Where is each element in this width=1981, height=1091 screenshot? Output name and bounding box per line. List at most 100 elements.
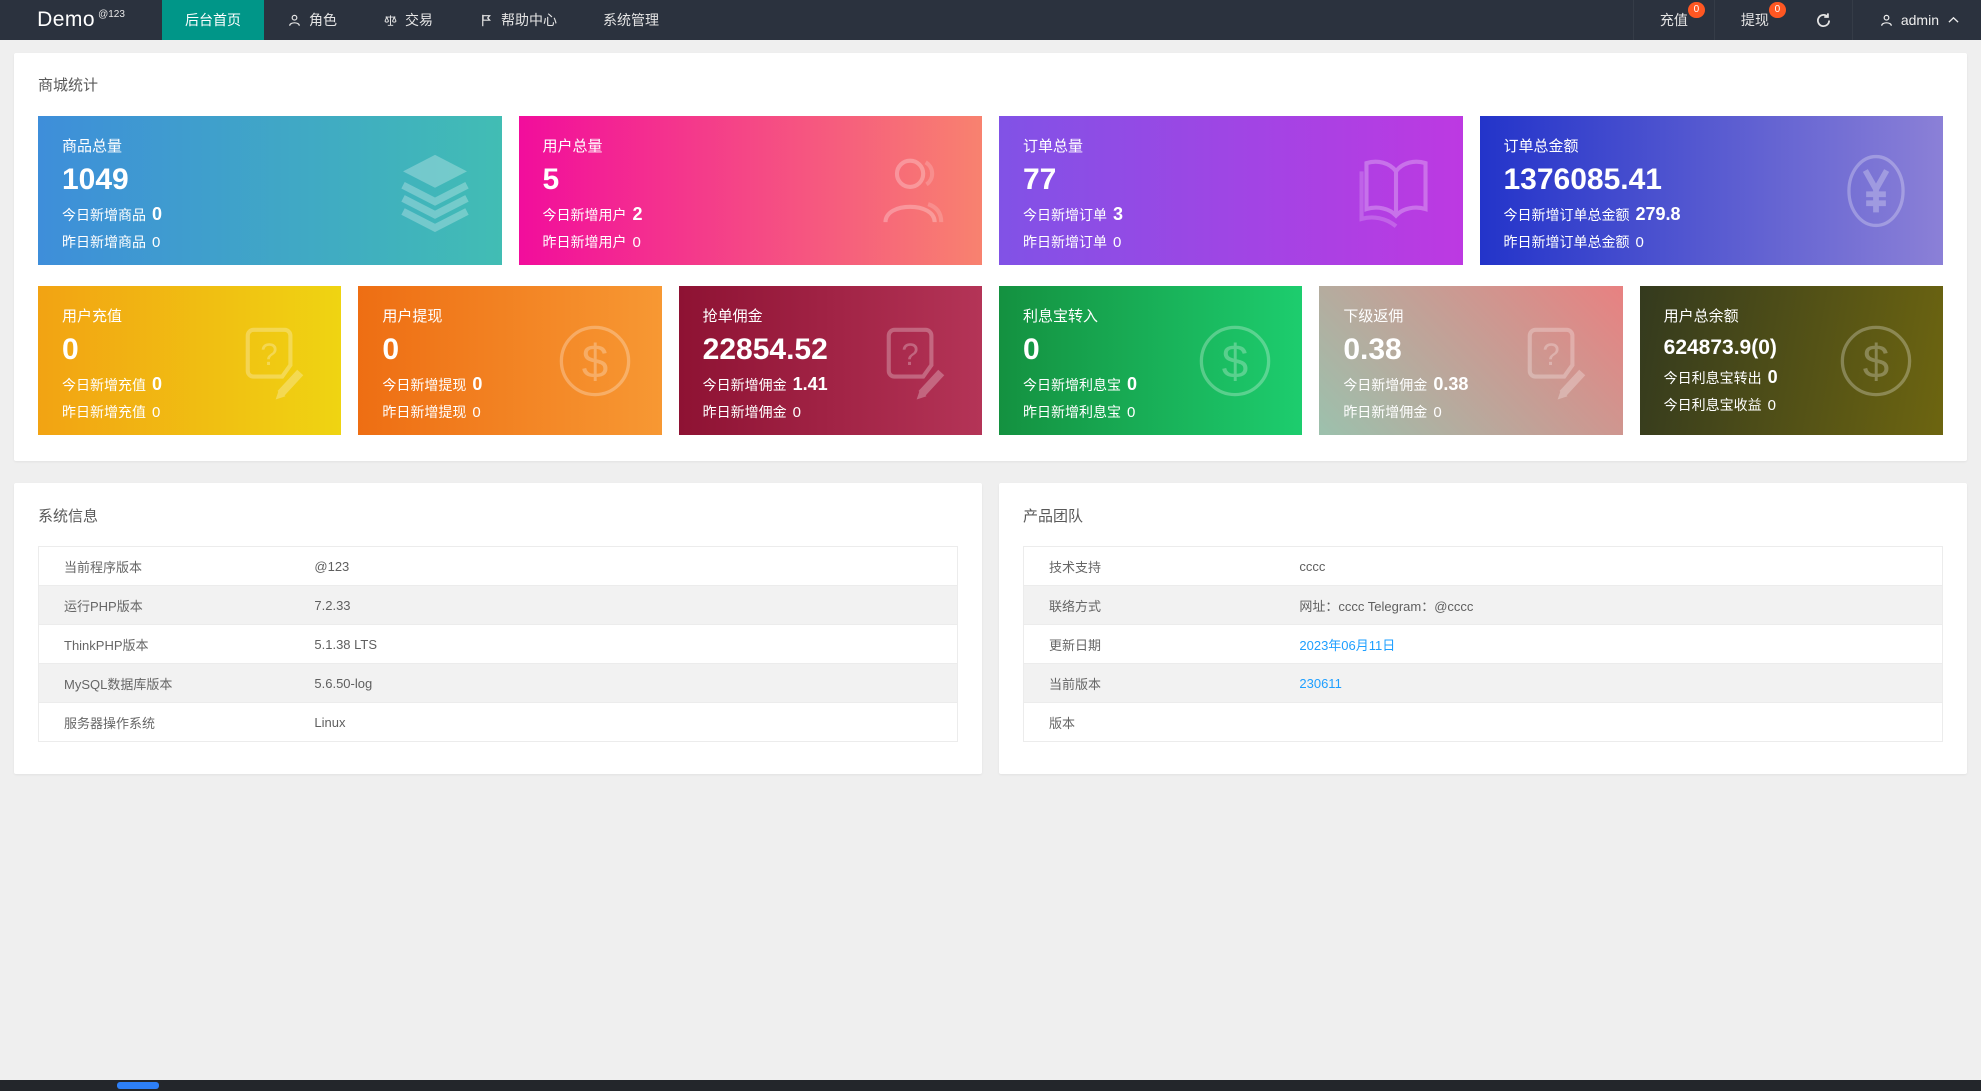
stat-card-today-line: 今日新增订单 3 <box>1023 204 1439 225</box>
stat-today-label: 今日新增订单 <box>1023 207 1107 223</box>
nav-action-label: 提现 <box>1740 12 1769 28</box>
app-logo[interactable]: Demo @123 <box>0 0 162 40</box>
table-row-value: 5.6.50-log <box>314 675 373 691</box>
stat-card-title: 商品总量 <box>62 138 123 155</box>
stat-today-label: 今日利息宝转出 <box>1663 370 1762 386</box>
dollar-icon: $ <box>1194 320 1276 402</box>
stat-card: 订单总量 77 今日新增订单 3 昨日新增订单 0 <box>999 116 1463 265</box>
table-row: 运行PHP版本 7.2.33 <box>39 586 957 625</box>
layers-icon <box>394 150 476 232</box>
stat-yesterday-value: 0 <box>1767 397 1776 414</box>
table-row-label: 联络方式 <box>1049 598 1102 614</box>
nav-menu-item[interactable]: 角色 <box>264 0 360 40</box>
refresh-icon <box>1815 12 1832 29</box>
stat-yesterday-label: 昨日新增佣金 <box>1343 404 1428 420</box>
chevron-up-icon <box>1948 16 1959 24</box>
table-row-label: MySQL数据库版本 <box>64 676 173 692</box>
stat-today-value: 0 <box>1767 367 1778 387</box>
stat-yesterday-label: 昨日新增订单 <box>1023 234 1107 250</box>
dollar-icon: $ <box>554 320 636 402</box>
stat-card: 用户提现 0 今日新增提现 0 昨日新增提现 0 $ <box>358 286 662 435</box>
scrollbar-thumb[interactable] <box>117 1082 159 1089</box>
table-row: 服务器操作系统 Linux <box>39 703 957 741</box>
table-row-link[interactable]: 2023年06月11日 <box>1299 637 1396 653</box>
stat-today-label: 今日新增充值 <box>62 377 146 393</box>
nav-menu-item[interactable]: 系统管理 <box>580 0 682 40</box>
table-row-value: 网址：cccc Telegram：@cccc <box>1299 598 1474 614</box>
user-icon <box>874 150 956 232</box>
nav-menu-item[interactable]: 后台首页 <box>162 0 264 40</box>
horizontal-scrollbar[interactable] <box>0 1080 1981 1091</box>
stat-card-title: 下级返佣 <box>1343 308 1404 325</box>
nav-item-label: 角色 <box>309 12 337 28</box>
stat-card-title: 用户总余额 <box>1663 308 1739 325</box>
stat-card-today-line: 今日新增用户 2 <box>543 204 959 225</box>
stat-yesterday-label: 昨日新增订单总金额 <box>1503 234 1630 250</box>
table-row-label: 更新日期 <box>1049 637 1102 653</box>
stat-card-title: 利息宝转入 <box>1022 308 1098 325</box>
nav-menu-item[interactable]: 交易 <box>360 0 456 40</box>
user-icon <box>1879 13 1894 28</box>
nav-item-label: 后台首页 <box>185 12 241 28</box>
table-row: 版本 <box>1024 703 1942 741</box>
stats-row-1: 商品总量 1049 今日新增商品 0 昨日新增商品 0 用户总量 5 今日新增用… <box>38 116 1943 265</box>
nav-action-button[interactable]: 充值 0 <box>1632 0 1714 40</box>
stat-card-title: 抢单佣金 <box>702 308 763 325</box>
nav-item-label: 帮助中心 <box>501 12 557 28</box>
svg-text:$: $ <box>1222 335 1248 388</box>
stat-card-value: 1049 <box>62 163 129 196</box>
yen-icon <box>1835 150 1917 232</box>
table-row-value: cccc <box>1299 558 1326 574</box>
stat-card-today-line: 今日新增利息宝 0 <box>1023 374 1278 395</box>
nav-actions: 充值 0 提现 0 <box>1632 0 1795 40</box>
table-row: 更新日期 2023年06月11日 <box>1024 625 1942 664</box>
stat-yesterday-value: 0 <box>472 404 481 421</box>
top-navbar: Demo @123 后台首页 角色 交易 帮助中心 系统管理 充值 0 提现 0… <box>0 0 1981 40</box>
stat-yesterday-label: 昨日新增充值 <box>62 404 146 420</box>
team-panel: 产品团队 技术支持 cccc 联络方式 网址：cccc Telegram：@cc… <box>999 483 1967 774</box>
stat-today-value: 0 <box>152 374 163 394</box>
stat-card: 抢单佣金 22854.52 今日新增佣金 1.41 昨日新增佣金 0 ? <box>678 286 982 435</box>
stat-today-value: 2 <box>632 204 643 224</box>
stat-yesterday-label: 昨日新增提现 <box>382 404 467 420</box>
flag-icon <box>479 13 494 28</box>
stat-today-value: 0 <box>472 374 483 394</box>
svg-text:?: ? <box>261 337 278 372</box>
stat-yesterday-value: 0 <box>152 234 161 251</box>
table-row-label: 当前版本 <box>1049 676 1102 692</box>
nav-item-label: 交易 <box>405 12 433 28</box>
nav-menu-item[interactable]: 帮助中心 <box>456 0 580 40</box>
stat-card: 下级返佣 0.38 今日新增佣金 0.38 昨日新增佣金 0 ? <box>1319 286 1623 435</box>
table-row-link[interactable]: 230611 <box>1299 675 1342 691</box>
dollar-icon: $ <box>1835 320 1917 402</box>
stat-today-label: 今日新增用户 <box>542 207 627 223</box>
user-menu[interactable]: admin <box>1851 0 1981 40</box>
table-row-label: 版本 <box>1049 715 1076 731</box>
refresh-button[interactable] <box>1795 0 1852 40</box>
table-row-value: Linux <box>314 714 346 730</box>
stat-card-yesterday-line: 今日利息宝收益 0 <box>1664 395 1919 415</box>
stat-yesterday-value: 0 <box>152 404 161 421</box>
stat-card-yesterday-line: 昨日新增佣金 0 <box>1343 402 1598 422</box>
stat-card: 订单总金额 1376085.41 今日新增订单总金额 279.8 昨日新增订单总… <box>1479 116 1943 265</box>
table-row-label: 服务器操作系统 <box>64 715 156 731</box>
username: admin <box>1900 12 1939 28</box>
stat-card-title: 用户充值 <box>62 308 123 325</box>
stat-card-yesterday-line: 昨日新增商品 0 <box>62 232 478 252</box>
stat-card-value: 0 <box>1022 333 1040 366</box>
stat-card-value: 624873.9(0) <box>1663 336 1777 359</box>
stat-today-label: 今日新增提现 <box>382 377 467 393</box>
stat-card-today-line: 今日新增提现 0 <box>382 374 637 395</box>
stat-yesterday-label: 昨日新增佣金 <box>702 404 787 420</box>
stat-today-label: 今日新增商品 <box>62 207 146 223</box>
stat-today-value: 0 <box>1126 374 1137 394</box>
stat-today-label: 今日新增利息宝 <box>1022 377 1121 393</box>
edit-doc-icon: ? <box>1515 320 1597 402</box>
stat-today-label: 今日新增佣金 <box>1343 377 1428 393</box>
table-row: MySQL数据库版本 5.6.50-log <box>39 664 957 703</box>
team-table: 技术支持 cccc 联络方式 网址：cccc Telegram：@cccc 更新… <box>1023 546 1943 742</box>
nav-action-button[interactable]: 提现 0 <box>1713 0 1795 40</box>
stat-card-yesterday-line: 昨日新增用户 0 <box>543 232 959 252</box>
nav-right-group: 充值 0 提现 0 admin <box>1632 0 1981 40</box>
stat-card-value: 5 <box>542 163 560 196</box>
